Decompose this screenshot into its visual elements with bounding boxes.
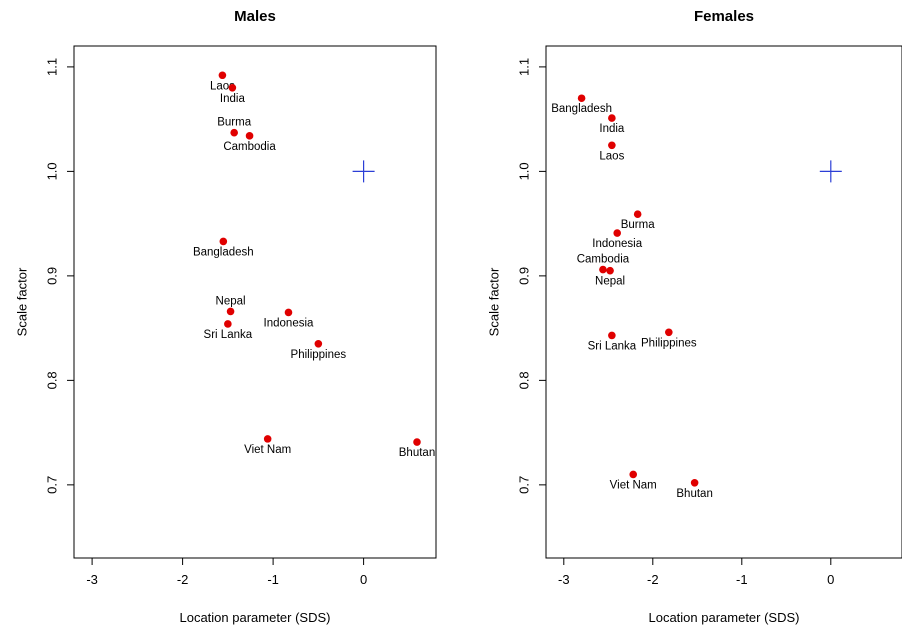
chart-title: Males (234, 8, 276, 25)
data-point (665, 329, 673, 337)
data-point (285, 309, 293, 317)
reference-cross-marker (353, 160, 375, 182)
data-point (264, 435, 272, 443)
data-point (629, 471, 637, 479)
data-point (246, 132, 254, 140)
plot-frame (74, 46, 436, 558)
chart-panel-0: Males -3 -2 -1 0 0.7 0.8 0.9 1.0 1.1 Location para… (15, 8, 437, 625)
data-point (608, 114, 616, 122)
point-label: Indonesia (592, 238, 642, 250)
point-label: Nepal (216, 295, 246, 307)
reference-cross-marker (820, 160, 842, 182)
point-label: Indonesia (264, 317, 314, 329)
data-point (691, 479, 699, 487)
data-point (608, 141, 616, 149)
x-tick-label: -1 (736, 572, 748, 587)
point-label: Viet Nam (610, 479, 657, 491)
point-label: Burma (621, 219, 655, 231)
data-point (227, 308, 235, 316)
x-axis-label: Location parameter (SDS) (648, 610, 799, 625)
point-label: Sri Lanka (588, 340, 637, 352)
point-label: Bhutan (676, 488, 712, 500)
point-label: India (599, 123, 625, 135)
x-tick-label: -2 (647, 572, 659, 587)
x-tick-label: 0 (827, 572, 834, 587)
point-label: Philippines (641, 337, 697, 349)
y-tick-label: 0.8 (517, 371, 532, 389)
point-label: Cambodia (577, 254, 630, 266)
data-point (220, 238, 228, 246)
chart-title: Females (694, 8, 754, 25)
data-point (634, 210, 642, 218)
point-label: Viet Nam (244, 444, 291, 456)
point-label: Laos (599, 150, 624, 162)
y-tick-label: 1.1 (517, 58, 532, 76)
y-tick-label: 0.7 (517, 476, 532, 494)
data-point (229, 84, 237, 92)
y-tick-label: 1.0 (517, 162, 532, 180)
x-tick-label: -1 (267, 572, 279, 587)
y-axis-label: Scale factor (15, 267, 30, 336)
y-tick-label: 1.1 (45, 58, 60, 76)
x-tick-label: -2 (177, 572, 189, 587)
y-tick-label: 0.9 (45, 267, 60, 285)
data-point (608, 332, 616, 340)
data-point (413, 438, 421, 446)
data-point (230, 129, 238, 137)
x-tick-label: -3 (558, 572, 570, 587)
data-point (606, 267, 614, 275)
x-tick-label: -3 (86, 572, 98, 587)
point-label: Cambodia (223, 141, 276, 153)
y-tick-label: 1.0 (45, 162, 60, 180)
point-label: Bangladesh (551, 103, 612, 115)
point-label: Bangladesh (193, 246, 254, 258)
chart-panel-1: Females -3 -2 -1 0 0.7 0.8 0.9 1.0 1.1 Location pa… (487, 8, 902, 625)
data-point (224, 320, 232, 328)
data-point (219, 71, 227, 79)
point-label: Bhutan (399, 447, 435, 459)
x-tick-label: 0 (360, 572, 367, 587)
point-label: India (220, 93, 246, 105)
data-point (613, 229, 621, 237)
point-label: Philippines (291, 349, 347, 361)
point-label: Nepal (595, 276, 625, 288)
y-tick-label: 0.9 (517, 267, 532, 285)
y-tick-label: 0.7 (45, 476, 60, 494)
point-label: Sri Lanka (204, 329, 253, 341)
data-point (578, 94, 586, 102)
y-axis-label: Scale factor (487, 267, 502, 336)
y-tick-label: 0.8 (45, 371, 60, 389)
data-point (599, 266, 607, 274)
x-axis-label: Location parameter (SDS) (179, 610, 330, 625)
data-point (315, 340, 323, 348)
point-label: Burma (217, 117, 251, 129)
